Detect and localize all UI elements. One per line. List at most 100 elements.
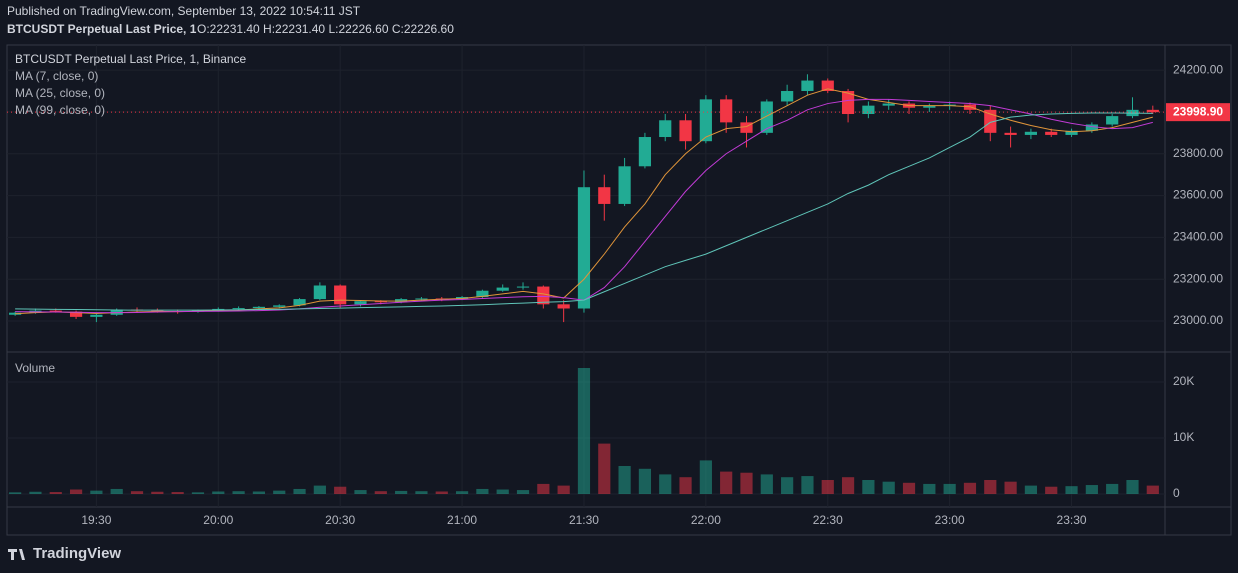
- candle-body: [1045, 131, 1058, 135]
- volume-bar: [598, 443, 611, 495]
- volume-bar: [720, 471, 733, 495]
- y-tick-label: 24200.00: [1173, 62, 1223, 76]
- candle-body: [638, 137, 652, 167]
- last-price-label: 23998.90: [1173, 104, 1223, 118]
- volume-bar: [902, 482, 916, 495]
- volume-bar: [1126, 480, 1139, 495]
- volume-bar: [638, 468, 652, 495]
- volume-bar: [9, 492, 22, 495]
- ohlc: O:22231.40 H:22231.40 L:22226.60 C:22226…: [197, 22, 454, 36]
- candle-body: [90, 314, 103, 317]
- volume-bar: [252, 491, 266, 495]
- volume-bar: [313, 485, 326, 495]
- volume-bar: [862, 480, 875, 495]
- candle-body: [1106, 116, 1119, 125]
- candle-body: [760, 101, 773, 133]
- y-tick-label: 20K: [1173, 374, 1194, 388]
- volume-bar: [659, 474, 672, 495]
- volume-bar: [577, 367, 591, 495]
- candle-body: [354, 301, 367, 305]
- volume-bar: [354, 490, 367, 495]
- candle-body: [395, 299, 408, 303]
- candle-body: [984, 109, 997, 133]
- candle-body: [740, 122, 753, 133]
- legend-entry: MA (25, close, 0): [15, 86, 105, 100]
- y-tick-label: 0: [1173, 486, 1180, 500]
- candle-body: [69, 311, 83, 317]
- volume-bar: [232, 491, 245, 495]
- candle-body: [943, 104, 956, 106]
- volume-bar: [415, 491, 428, 495]
- volume-bar: [963, 482, 977, 495]
- x-tick-label: 23:00: [935, 513, 965, 527]
- candle-body: [252, 306, 266, 309]
- legend-entry: MA (99, close, 0): [15, 103, 105, 117]
- volume-bar: [1045, 486, 1058, 495]
- volume-bar: [1146, 485, 1159, 495]
- volume-bar: [293, 488, 306, 495]
- volume-bar: [781, 477, 794, 495]
- volume-bar: [29, 491, 42, 495]
- volume-bar: [699, 460, 712, 495]
- published: Published on TradingView.com, September …: [7, 4, 361, 18]
- volume-bar: [923, 483, 936, 495]
- volume-bar: [151, 491, 164, 495]
- volume-bar: [191, 492, 205, 495]
- candle-body: [923, 105, 936, 108]
- candle-body: [293, 299, 306, 306]
- candle-body: [273, 305, 286, 307]
- volume-bar: [516, 490, 530, 495]
- x-tick-label: 22:30: [813, 513, 843, 527]
- volume-bar: [740, 472, 753, 495]
- candle-body: [374, 301, 387, 303]
- symbol: BTCUSDT Perpetual Last Price, 1: [7, 22, 197, 36]
- y-tick-label: 23200.00: [1173, 271, 1223, 285]
- volume-bar: [882, 481, 895, 495]
- volume-bar: [1024, 485, 1038, 495]
- x-tick-label: 21:00: [447, 513, 477, 527]
- volume-bar: [374, 491, 387, 495]
- candle-body: [1146, 109, 1159, 113]
- volume-title: Volume: [15, 361, 55, 375]
- candle-body: [415, 298, 428, 300]
- chart-frame: [6, 44, 1232, 536]
- candle-body: [598, 187, 611, 204]
- candle-body: [557, 304, 570, 309]
- volume-bar: [49, 492, 62, 495]
- volume-bar: [841, 477, 855, 495]
- candle-body: [476, 290, 489, 297]
- ma-line: [15, 112, 1153, 311]
- candle-body: [313, 285, 326, 300]
- x-tick-label: 22:00: [691, 513, 721, 527]
- volume-bar: [943, 483, 956, 495]
- candle-body: [232, 308, 245, 310]
- y-tick-label: 23800.00: [1173, 146, 1223, 160]
- volume-bar: [476, 488, 489, 495]
- volume-bar: [760, 474, 773, 495]
- logo-icon: [8, 549, 25, 560]
- volume-bar: [1065, 486, 1078, 495]
- logo: TradingView: [8, 545, 121, 562]
- y-tick-label: 23400.00: [1173, 230, 1223, 244]
- x-tick-label: 23:30: [1057, 513, 1087, 527]
- x-tick-label: 20:30: [325, 513, 355, 527]
- volume-bar: [110, 488, 123, 495]
- candle-body: [862, 105, 875, 115]
- legend-entry: MA (7, close, 0): [15, 69, 98, 83]
- volume-bar: [618, 466, 631, 495]
- candle-body: [618, 166, 631, 204]
- last-price-box: [1166, 103, 1230, 122]
- candle-body: [659, 120, 672, 138]
- volume-bar: [130, 491, 144, 495]
- volume-bar: [435, 491, 448, 495]
- volume-bar: [334, 486, 347, 495]
- candle-body: [821, 80, 834, 92]
- candle-body: [679, 120, 692, 142]
- candle-body: [720, 99, 733, 123]
- volume-bar: [90, 490, 103, 495]
- candle-body: [577, 187, 591, 309]
- volume-bar: [273, 490, 286, 495]
- y-tick-label: 23000.00: [1173, 313, 1223, 327]
